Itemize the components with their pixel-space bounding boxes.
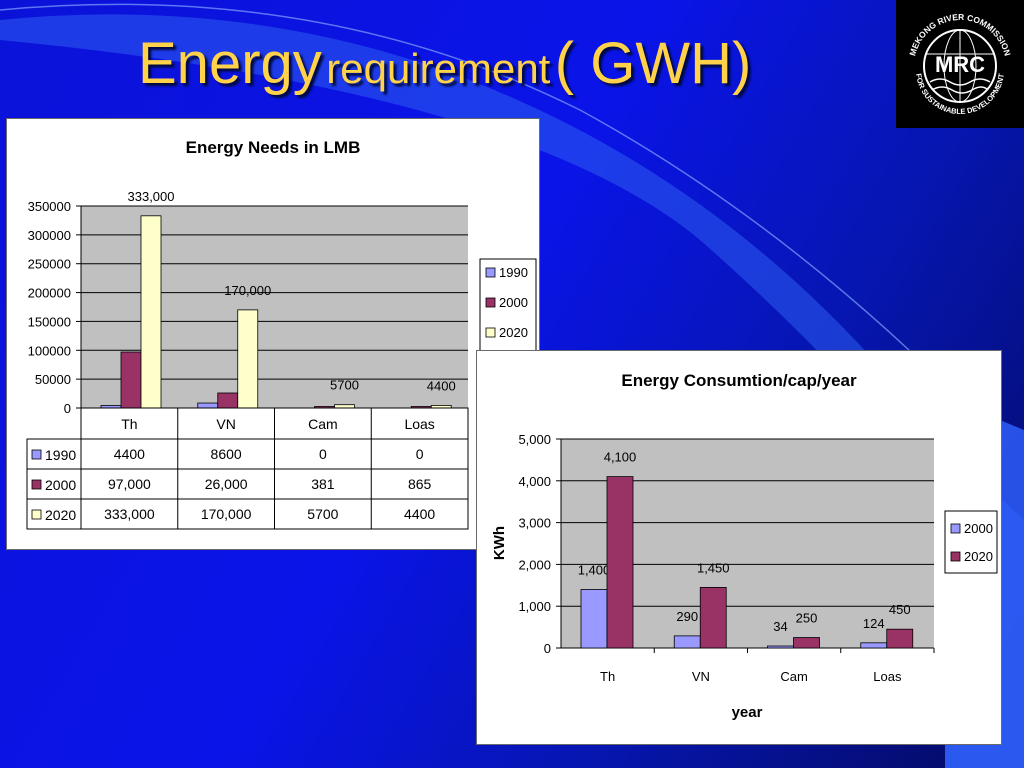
data-label: 1,450	[697, 560, 730, 575]
mrc-logo: MRC MEKONG RIVER COMMISSION FOR SUSTAINA…	[896, 0, 1024, 128]
bar-2000-Th	[580, 589, 608, 649]
y-tick-label: 50000	[35, 372, 71, 387]
data-label: 333,000	[128, 189, 175, 204]
table-cell: 4400	[114, 446, 145, 462]
x-tick-label: Loas	[873, 669, 902, 684]
chart-energy-consumption-panel: Energy Consumtion/cap/year 0 1,000 2,000 3,0…	[476, 350, 1002, 745]
legend-swatch-2020	[485, 327, 496, 338]
bar-2020-Loas	[886, 628, 914, 649]
chart-energy-needs-panel: Energy Needs in LMB 0 50000 100000 150000 200…	[6, 118, 540, 550]
title-rest: requirement	[326, 45, 551, 92]
legend-label: 2020	[964, 549, 993, 564]
legend-label: 2000	[964, 521, 993, 536]
y-tick-label: 1,000	[518, 599, 551, 614]
y-tick-label: 0	[64, 401, 71, 416]
y-tick-label: 300000	[28, 228, 71, 243]
bar-2020-VN	[237, 309, 259, 409]
y-tick-label: 3,000	[518, 516, 551, 531]
chart-title: Energy Consumtion/cap/year	[621, 371, 857, 390]
bar-2000-Th	[120, 351, 142, 409]
legend-swatch-2020	[950, 551, 961, 562]
data-label: 290	[676, 609, 698, 624]
bar-2020-Cam	[793, 637, 820, 649]
x-tick-label: VN	[216, 416, 235, 432]
data-label: 5700	[330, 378, 359, 393]
x-axis-label: year	[732, 704, 763, 721]
bar-2000-Loas	[860, 642, 888, 649]
data-label: 124	[863, 616, 885, 631]
data-label: 250	[796, 611, 818, 626]
chart-title: Energy Needs in LMB	[186, 138, 361, 157]
table-cell: 97,000	[108, 476, 151, 492]
data-label: 4400	[427, 378, 456, 393]
bar-2000-VN	[673, 635, 701, 649]
bar-1990-VN	[197, 402, 219, 409]
legend-swatch-2000	[950, 523, 961, 534]
legend-swatch-2000	[485, 297, 496, 308]
table-row-label: 1990	[45, 447, 76, 463]
y-tick-label: 200000	[28, 286, 71, 301]
y-tick-label: 5,000	[518, 432, 551, 447]
title-word: Energy	[138, 31, 322, 96]
data-label: 450	[889, 602, 911, 617]
legend-label: 2020	[499, 325, 528, 340]
x-tick-label: Loas	[404, 416, 434, 432]
y-tick-label: 2,000	[518, 557, 551, 572]
logo-text: MRC	[935, 52, 985, 77]
legend-swatch-1990	[485, 267, 496, 278]
chart-energy-consumption: Energy Consumtion/cap/year 0 1,000 2,000 3,0…	[491, 371, 998, 721]
y-tick-label: 250000	[28, 257, 71, 272]
table-cell: 0	[416, 446, 424, 462]
data-label: 1,400	[578, 562, 611, 577]
table-cell: 0	[319, 446, 327, 462]
x-tick-label: Cam	[308, 416, 338, 432]
y-tick-label: 350000	[28, 199, 71, 214]
chart-energy-needs: Energy Needs in LMB 0 50000 100000 150000 200…	[26, 138, 537, 530]
x-tick-label: Th	[121, 416, 137, 432]
table-cell: 381	[311, 476, 335, 492]
table-legend-swatch	[31, 509, 42, 520]
logo-svg: MRC MEKONG RIVER COMMISSION FOR SUSTAINA…	[907, 12, 1013, 116]
data-label: 170,000	[224, 283, 271, 298]
table-row-label: 2020	[45, 507, 76, 523]
data-label: 4,100	[604, 450, 637, 465]
table-legend-swatch	[31, 449, 42, 460]
y-tick-label: 150000	[28, 314, 71, 329]
bar-2020-VN	[699, 586, 727, 649]
legend-label: 1990	[499, 265, 528, 280]
y-tick-label: 100000	[28, 343, 71, 358]
table-cell: 170,000	[201, 506, 252, 522]
table-cell: 5700	[307, 506, 338, 522]
x-tick-label: VN	[692, 669, 710, 684]
data-label: 34	[773, 619, 787, 634]
legend-label: 2000	[499, 295, 528, 310]
y-axis-label: KWh	[491, 526, 508, 560]
table-cell: 8600	[211, 446, 242, 462]
y-tick-label: 0	[544, 641, 551, 656]
page-title: Energy requirement ( GWH)	[138, 30, 751, 97]
table-cell: 4400	[404, 506, 435, 522]
y-tick-label: 4,000	[518, 474, 551, 489]
x-tick-label: Cam	[780, 669, 807, 684]
bar-2020-Th	[606, 476, 634, 649]
table-cell: 865	[408, 476, 432, 492]
table-row-label: 2000	[45, 477, 76, 493]
x-tick-label: Th	[600, 669, 615, 684]
table-legend-swatch	[31, 479, 42, 490]
legend-box	[944, 510, 998, 574]
table-cell: 26,000	[205, 476, 248, 492]
bar-2000-Cam	[767, 645, 794, 649]
table-cell: 333,000	[104, 506, 155, 522]
title-unit: ( GWH)	[554, 31, 752, 96]
bar-2020-Th	[140, 215, 162, 409]
bar-2000-VN	[217, 392, 239, 409]
